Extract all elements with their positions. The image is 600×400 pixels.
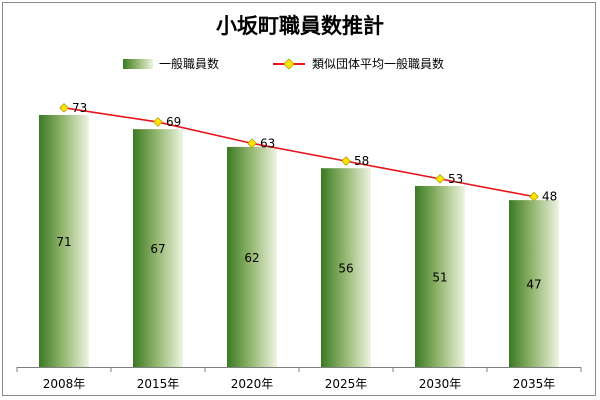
legend-line-label: 類似団体平均一般職員数	[312, 56, 444, 71]
line-series	[63, 107, 535, 198]
line-point-2	[247, 138, 257, 149]
bar-1	[133, 129, 183, 367]
bar-label-5: 47	[526, 278, 541, 292]
bar-4	[415, 185, 465, 367]
x-tick-label-1: 2015年	[137, 377, 180, 391]
line-point-3	[341, 156, 351, 166]
line-label-3: 58	[354, 154, 369, 168]
bar-3	[321, 168, 371, 367]
legend-line-marker	[283, 58, 295, 70]
bar-0	[39, 114, 89, 367]
chart-title: 小坂町職員数推計	[216, 14, 384, 38]
line-point-4	[435, 174, 445, 184]
bar-2	[227, 146, 277, 367]
bar-label-4: 51	[432, 270, 447, 284]
plot-area: 71 67 62 56 51 47 2008年 2015年 2020年 2025年 2030年 203…	[16, 101, 582, 391]
line-label-1: 69	[166, 115, 181, 129]
chart: 小坂町職員数推計 一般職員数 類似団体平均一般職員数 71 67 62 56 51 47 2…	[16, 14, 582, 391]
legend-bar-label: 一般職員数	[159, 56, 219, 71]
x-tick-label-3: 2025年	[325, 377, 368, 391]
bar-label-3: 56	[338, 262, 353, 276]
line-point-1	[153, 117, 163, 127]
x-tick-label-5: 2035年	[513, 377, 556, 391]
bar-5	[509, 200, 559, 367]
bar-label-0: 71	[56, 235, 71, 249]
x-tick-label-4: 2030年	[419, 377, 462, 391]
bar-label-1: 67	[150, 242, 165, 256]
line-label-4: 53	[448, 172, 463, 186]
line-point-0	[59, 103, 69, 113]
x-tick-label-0: 2008年	[43, 377, 86, 391]
line-point-5	[529, 191, 539, 202]
legend: 一般職員数 類似団体平均一般職員数	[123, 56, 444, 71]
chart-frame: 小坂町職員数推計 一般職員数 類似団体平均一般職員数 71 67 62 56 51 47 2…	[2, 2, 596, 396]
line-label-5: 48	[542, 190, 557, 204]
x-tick-label-2: 2020年	[231, 377, 274, 391]
line-label-2: 63	[260, 136, 275, 150]
line-label-0: 73	[72, 101, 87, 115]
bar-label-2: 62	[244, 251, 259, 265]
legend-bar-swatch	[123, 59, 153, 69]
